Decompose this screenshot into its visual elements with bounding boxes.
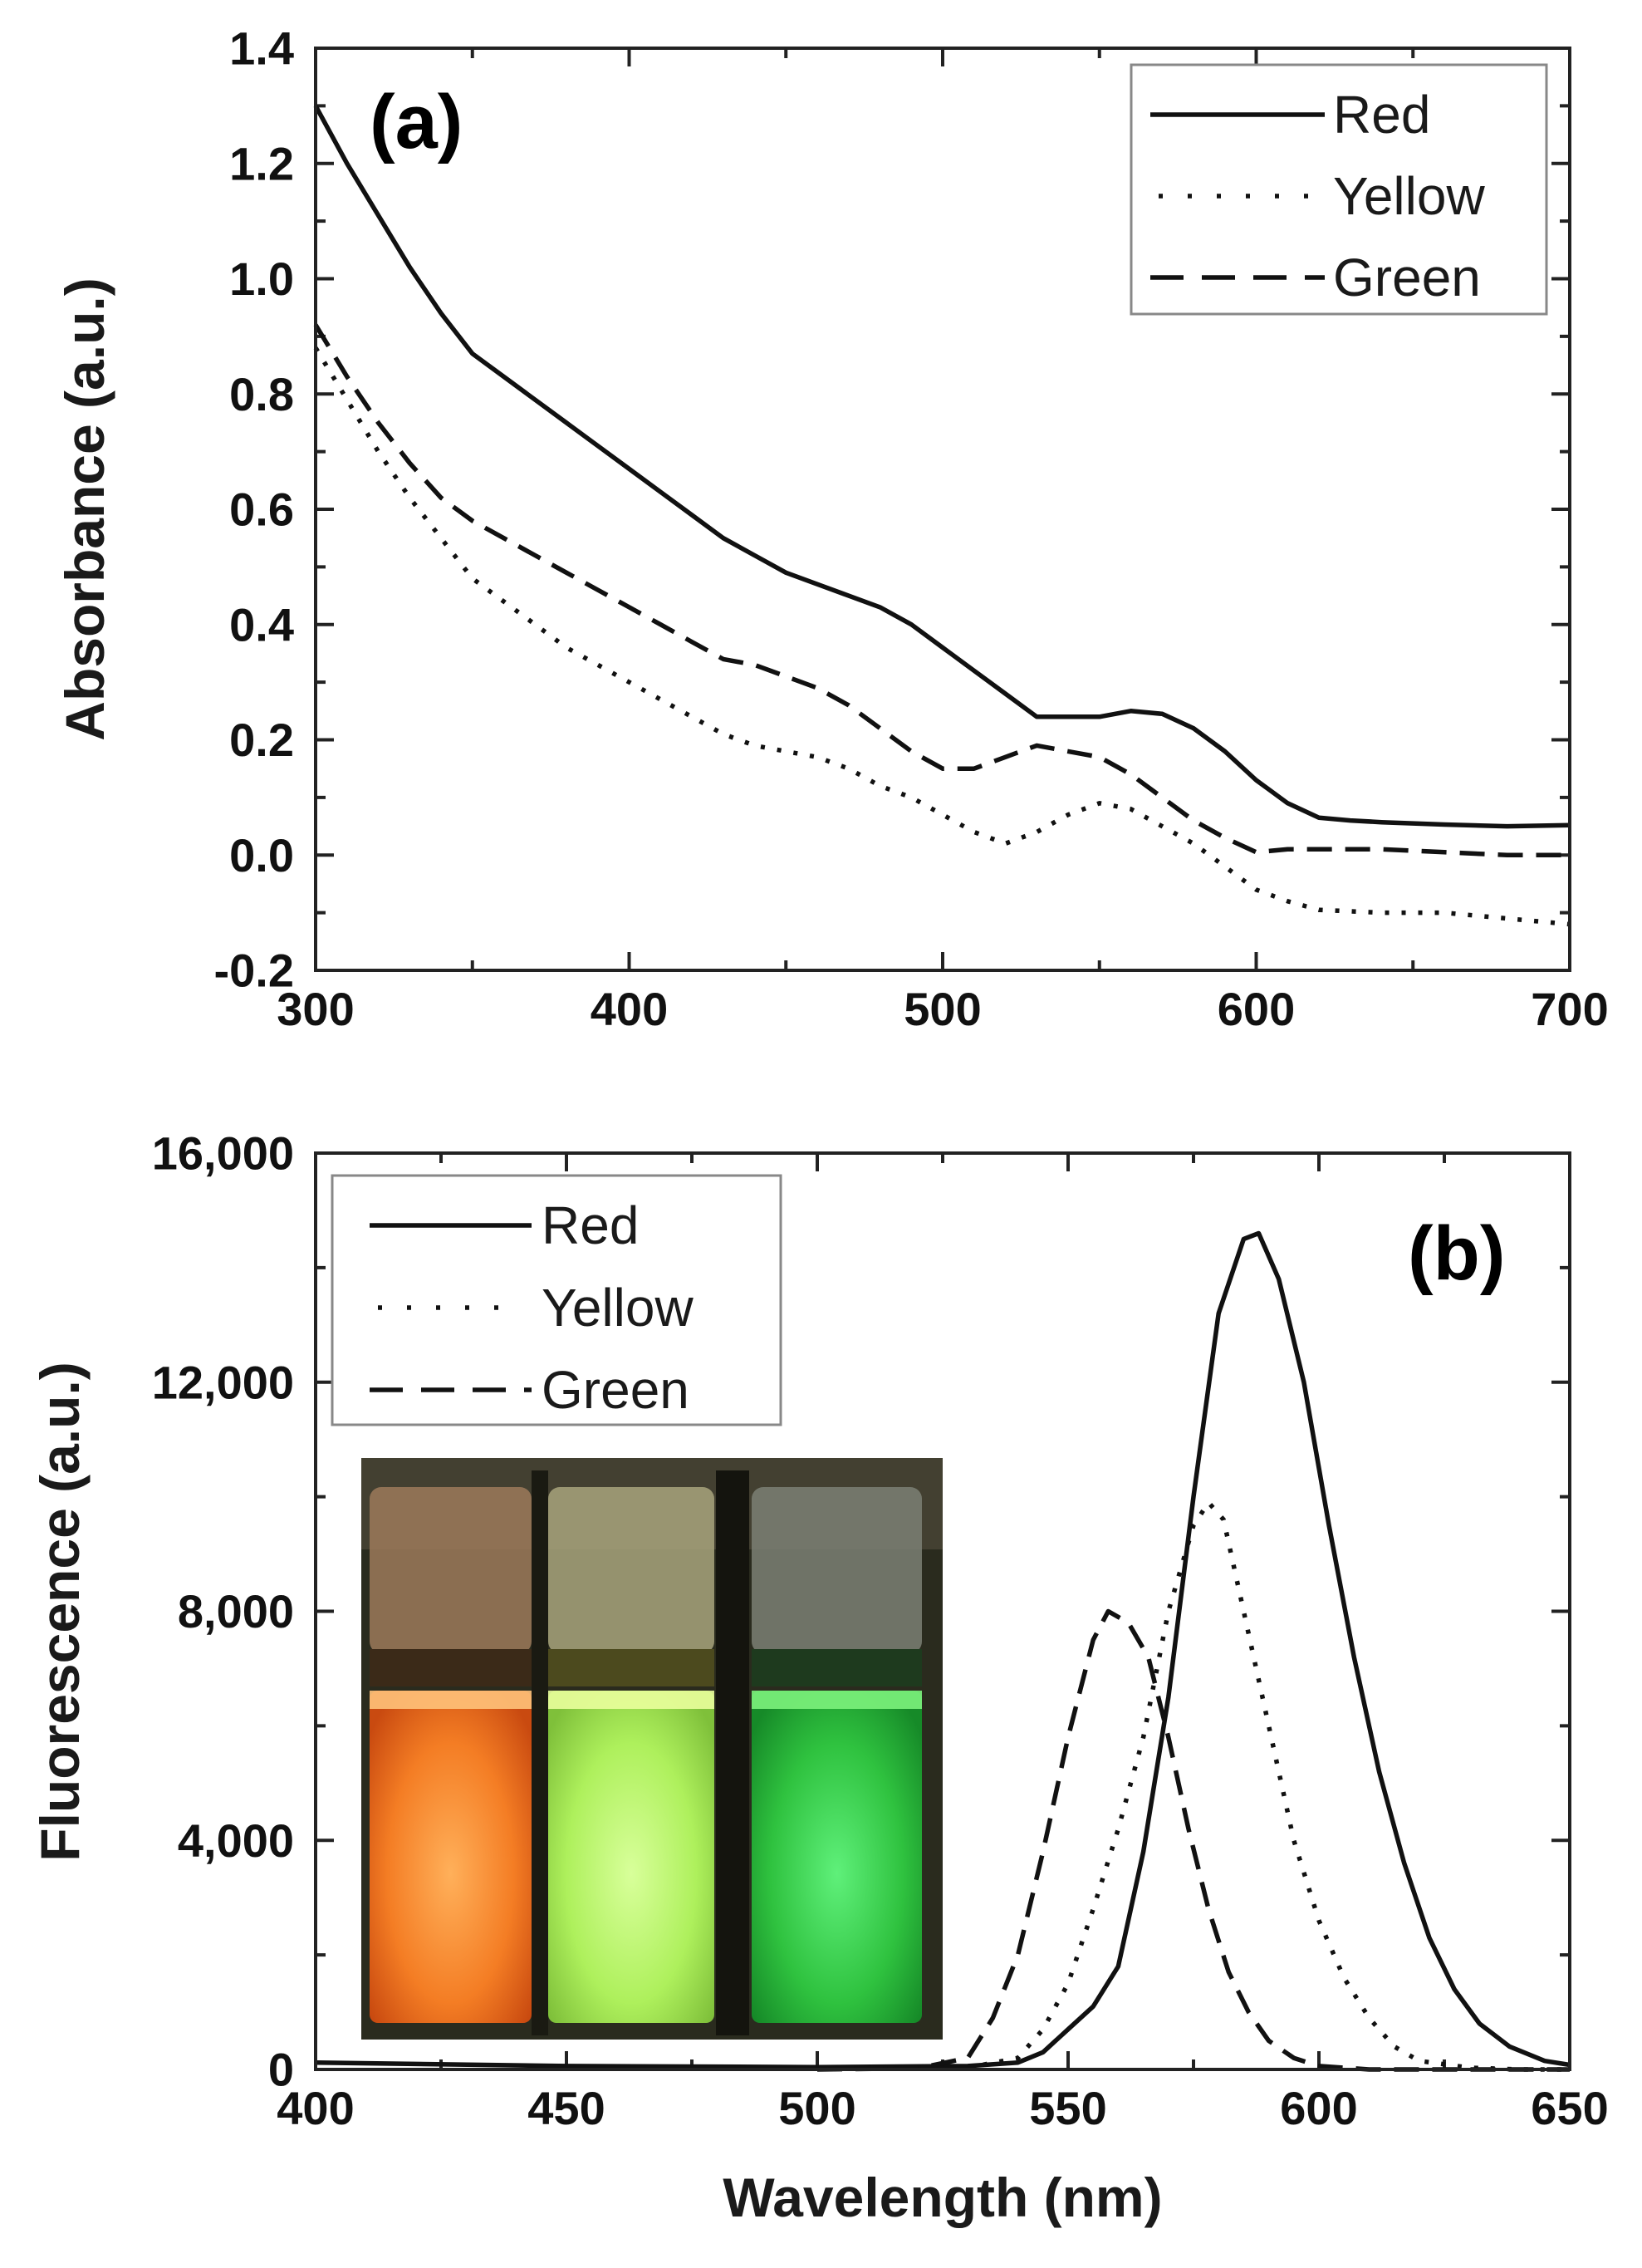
vial-red-meniscus [370,1691,532,1709]
vial-yellow-liquid [548,1691,714,2023]
y-tick-label: 1.2 [229,137,294,189]
y-tick-label: 1.0 [229,253,294,305]
panel-a-y-tick-labels: -0.2 0.0 0.2 0.4 0.6 0.8 1.0 1.2 1.4 [214,22,295,997]
vial-green-neck [752,1649,922,1686]
panel-b-fluorescence-chart: 400 450 500 550 600 650 0 4,000 8,000 12,000 16,0… [29,1127,1609,2229]
vial-yellow-meniscus [548,1691,714,1709]
y-tick-label: 0 [268,2044,294,2096]
y-tick-label: 16,000 [152,1127,294,1180]
series-green-fluorescence-line [816,1608,1570,2072]
legend-a-green-label: Green [1333,248,1481,307]
x-tick-label: 650 [1531,2082,1608,2134]
vial-green-liquid [752,1691,922,2023]
x-tick-label: 600 [1218,983,1295,1035]
x-tick-label: 550 [1029,2082,1106,2134]
vial-yellow-neck [548,1649,714,1686]
x-tick-label: 500 [904,983,981,1035]
panel-b-x-tick-labels: 400 450 500 550 600 650 [277,2082,1608,2134]
vial-green-meniscus [752,1691,922,1709]
series-yellow-fluorescence-line [816,1500,1570,2072]
panel-b-plot-frame [314,1151,1571,2071]
y-tick-label: 4,000 [178,1814,294,1867]
panel-a-legend: Red Yellow Green [1130,63,1548,316]
vial-red-cap [370,1487,532,1653]
x-tick-label: 700 [1531,983,1608,1035]
vial-yellow-cap [548,1487,714,1653]
panel-b-y-axis-title: Fluorescence (a.u.) [29,1362,91,1862]
series-yellow-absorbance-line [313,346,1571,927]
inset-gap-1 [532,1470,548,2035]
panel-a-plot-frame [314,47,1571,972]
y-tick-label: 12,000 [152,1356,294,1408]
panel-a-series [313,105,1571,927]
panel-a-y-axis-title: Absorbance (a.u.) [54,277,115,740]
panel-a-x-tick-labels: 300 400 500 600 700 [277,983,1608,1035]
panel-b-legend-box [331,1174,782,1426]
inset-gap-2 [716,1470,749,2035]
panel-b-series [315,1230,1571,2072]
y-tick-label: 0.4 [229,598,294,650]
y-tick-label: 1.4 [229,22,294,75]
y-tick-label: 0.2 [229,714,294,766]
legend-b-red-label: Red [542,1195,639,1255]
legend-a-yellow-label: Yellow [1333,166,1485,226]
x-tick-label: 600 [1280,2082,1357,2134]
inset-vial-photo [361,1458,943,2040]
panel-a-legend-box [1130,63,1548,316]
vial-red-liquid [370,1691,532,2023]
panel-a-label: (a) [370,80,463,164]
series-green-absorbance-line [313,323,1570,858]
y-tick-label: 0.6 [229,484,294,536]
series-red-absorbance-line [313,105,1571,829]
y-tick-label: 8,000 [178,1585,294,1637]
panel-a-absorbance-chart: 300 400 500 600 700 -0.2 0.0 0.2 0.4 0.6 0.8 1.0 1.… [54,22,1609,1036]
y-tick-label: -0.2 [214,945,295,997]
x-tick-label: 300 [277,983,354,1035]
vial-green-cap [752,1487,922,1653]
panel-b-legend: Red Yellow Green [331,1174,782,1426]
panel-b-y-tick-labels: 0 4,000 8,000 12,000 16,000 [152,1127,294,2096]
legend-b-yellow-label: Yellow [542,1278,694,1338]
vial-red-neck [370,1649,532,1686]
x-tick-label: 400 [591,983,668,1035]
legend-b-green-label: Green [542,1360,689,1420]
x-tick-label: 400 [277,2082,354,2134]
x-tick-label: 500 [778,2082,855,2134]
legend-a-red-label: Red [1333,85,1430,145]
panel-b-x-axis-title: Wavelength (nm) [723,2167,1162,2228]
x-tick-label: 450 [527,2082,605,2134]
series-red-fluorescence-line [315,1230,1571,2069]
y-tick-label: 0.0 [229,829,294,881]
y-tick-label: 0.8 [229,368,294,420]
panel-b-label: (b) [1408,1211,1505,1296]
